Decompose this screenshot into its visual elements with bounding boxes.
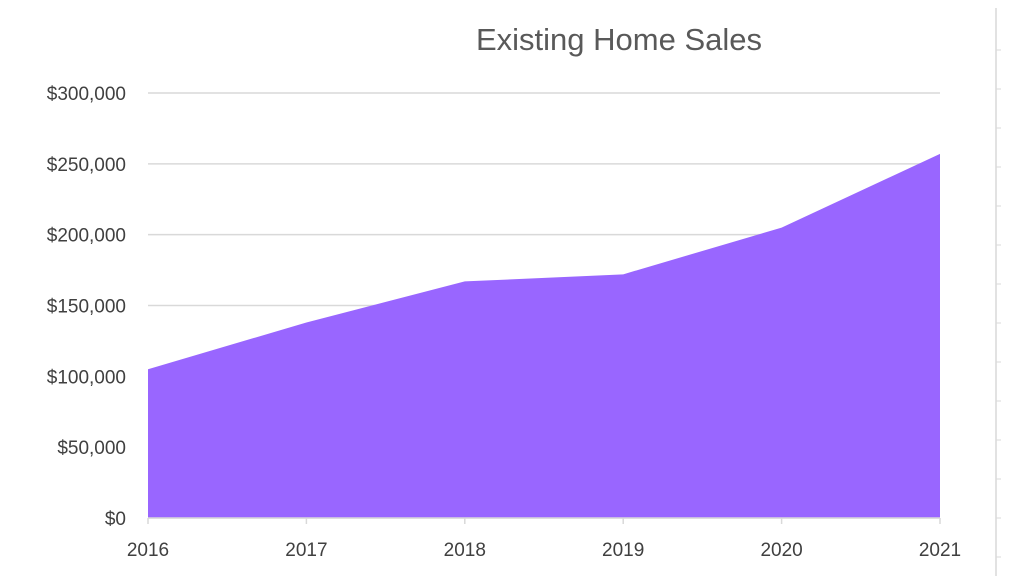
y-tick-label: $200,000 — [47, 226, 126, 247]
y-tick-label: $150,000 — [47, 297, 126, 318]
chart-title: Existing Home Sales — [476, 22, 762, 57]
x-tick-label: 2018 — [444, 540, 486, 561]
x-tick-label: 2017 — [285, 540, 327, 561]
y-tick-label: $0 — [105, 509, 126, 530]
x-tick-label: 2016 — [127, 540, 169, 561]
y-axis: $0 $50,000 $100,000 $150,000 $200,000 $250,00… — [47, 84, 126, 530]
x-axis: 2016 2017 2018 2019 2020 2021 — [127, 517, 961, 561]
y-tick-label: $250,000 — [47, 155, 126, 176]
y-tick-label: $50,000 — [57, 438, 126, 459]
area-fill — [148, 153, 940, 518]
y-tick-label: $300,000 — [47, 84, 126, 105]
x-tick-label: 2020 — [760, 540, 802, 561]
x-tick-label: 2019 — [602, 540, 644, 561]
right-border-decoration — [995, 8, 1001, 576]
y-tick-label: $100,000 — [47, 367, 126, 388]
x-tick-label: 2021 — [919, 540, 961, 561]
area-series — [147, 153, 941, 518]
